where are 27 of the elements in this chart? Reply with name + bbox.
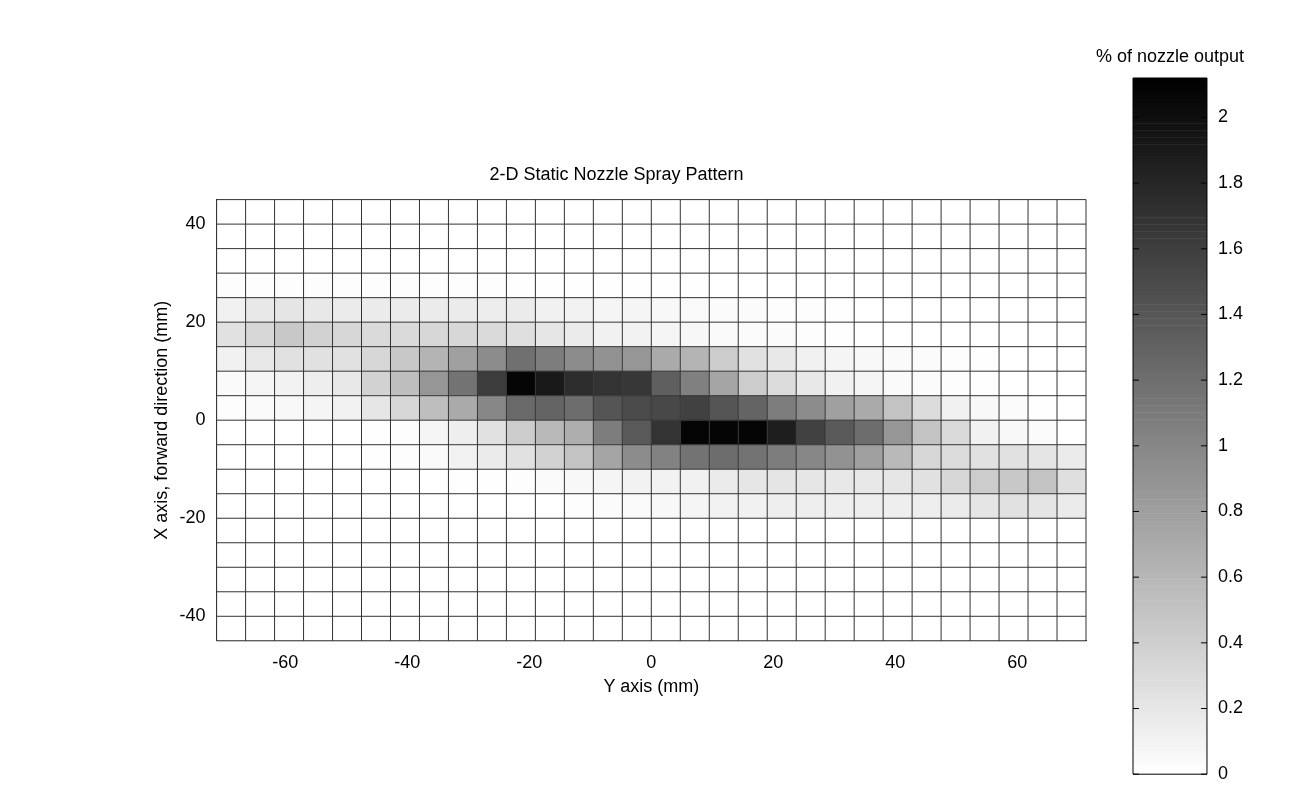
x-tick-label: -60 <box>272 651 299 672</box>
x-tick-label: -40 <box>394 651 421 672</box>
color-bar-title: % of nozzle output <box>1095 46 1245 66</box>
color-bar-label: 0 <box>1217 763 1228 784</box>
color-bar-label: 0.6 <box>1217 566 1244 587</box>
y-tick-label: 0 <box>195 409 206 430</box>
color-bar-label: 0.2 <box>1217 697 1244 718</box>
y-tick-label: 20 <box>185 311 206 332</box>
color-bar-label: 1.4 <box>1217 303 1244 324</box>
color-bar-label: 1.2 <box>1217 369 1244 390</box>
x-tick-label: -20 <box>516 651 543 672</box>
x-tick-label: 60 <box>1007 651 1028 672</box>
y-tick-label: 40 <box>185 213 206 234</box>
y-tick-label: -20 <box>179 507 206 528</box>
chart-title: 2-D Static Nozzle Spray Pattern <box>489 163 744 184</box>
x-tick-label: 20 <box>763 651 784 672</box>
x-tick-label: 40 <box>885 651 906 672</box>
color-bar-label: 0.8 <box>1217 500 1244 521</box>
color-bar-label: 1 <box>1217 434 1228 455</box>
y-tick-label: -40 <box>179 605 206 626</box>
color-bar-label: 1.6 <box>1217 237 1244 258</box>
x-tick-label: 0 <box>646 651 657 672</box>
color-bar-label: 1.8 <box>1217 172 1244 193</box>
color-bar-label: 0.4 <box>1217 631 1244 652</box>
x-axis-title: Y axis (mm) <box>603 676 700 697</box>
color-bar-label: 2 <box>1217 106 1228 127</box>
y-axis-title: X axis, forward direction (mm) <box>150 300 171 540</box>
